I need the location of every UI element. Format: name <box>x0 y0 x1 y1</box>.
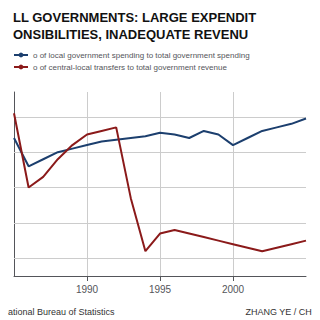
svg-text:ZHANG YE / CH: ZHANG YE / CH <box>245 307 311 317</box>
svg-text:ONSIBILITIES, INADEQUATE REVEN: ONSIBILITIES, INADEQUATE REVENU <box>13 27 248 42</box>
svg-text:1995: 1995 <box>149 284 172 295</box>
svg-text:1990: 1990 <box>76 284 99 295</box>
svg-text:LL GOVERNMENTS: LARGE EXPENDIT: LL GOVERNMENTS: LARGE EXPENDIT <box>13 10 256 25</box>
svg-text:o of central-local transfers t: o of central-local transfers to total go… <box>33 63 227 72</box>
svg-text:o of local government spending: o of local government spending to total … <box>33 51 250 60</box>
svg-text:ational Bureau of Statistics: ational Bureau of Statistics <box>8 307 115 317</box>
svg-text:2000: 2000 <box>222 284 245 295</box>
